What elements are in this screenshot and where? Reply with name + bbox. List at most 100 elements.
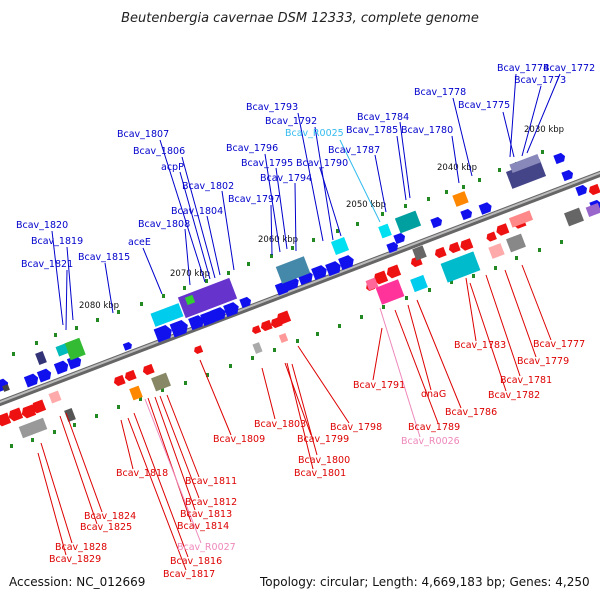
gene-label[interactable]: Bcav_1802 [182, 181, 234, 192]
label-leader-line [339, 139, 381, 223]
forward-gene-arrow [338, 255, 354, 271]
label-leader-line [51, 230, 64, 326]
label-leader-line [286, 362, 314, 470]
gene-label[interactable]: Bcav_1815 [78, 252, 130, 263]
gene-feature-block [452, 191, 469, 207]
gene-label[interactable]: Bcav_1780 [401, 125, 453, 136]
gene-label[interactable]: Bcav_1811 [185, 476, 237, 487]
gene-feature-block [330, 236, 350, 256]
gene-feature-block [252, 342, 263, 354]
gene-label[interactable]: Bcav_1828 [55, 542, 107, 553]
label-leader-line [65, 269, 68, 331]
gene-label[interactable]: Bcav_1816 [170, 556, 222, 567]
label-leader-line [181, 156, 216, 279]
gene-label[interactable]: Bcav_1773 [514, 75, 566, 86]
gene-label[interactable]: Bcav_1800 [298, 455, 350, 466]
gene-label[interactable]: Bcav_1821 [21, 259, 73, 270]
gene-label[interactable]: Bcav_1819 [31, 236, 83, 247]
gene-label[interactable]: Bcav_1772 [543, 63, 595, 74]
gene-label[interactable]: Bcav_1791 [353, 380, 405, 391]
gene-label[interactable]: Bcav_1801 [294, 468, 346, 479]
gene-label[interactable]: Bcav_1814 [177, 521, 229, 532]
gene-label[interactable]: Bcav_1781 [500, 375, 552, 386]
gene-label[interactable]: Bcav_1803 [254, 419, 306, 430]
label-leader-line [104, 262, 114, 314]
gene-label[interactable]: Bcav_1779 [517, 356, 569, 367]
gene-label[interactable]: Bcav_1789 [408, 422, 460, 433]
gene-label[interactable]: Bcav_1794 [260, 173, 312, 184]
marker-tick [291, 246, 294, 250]
gene-label[interactable]: Bcav_1818 [116, 468, 168, 479]
gene-label[interactable]: Bcav_1777 [533, 339, 585, 350]
forward-gene-arrow [561, 169, 574, 182]
reverse-gene-arrow [373, 270, 389, 285]
marker-tick [161, 388, 164, 392]
label-leader-line [372, 327, 383, 381]
gene-label[interactable]: acpP [161, 162, 184, 173]
reverse-gene-arrow [252, 325, 262, 335]
marker-tick [140, 302, 143, 306]
feature-layer [0, 150, 600, 448]
gene-label[interactable]: Bcav_1783 [454, 340, 506, 351]
gene-label[interactable]: Bcav_1774 [497, 63, 549, 74]
marker-tick [95, 414, 98, 418]
gene-label[interactable]: Bcav_1825 [80, 522, 132, 533]
gene-label[interactable]: Bcav_1799 [297, 434, 349, 445]
gene-label[interactable]: Bcav_1785 [346, 125, 398, 136]
gene-label[interactable]: Bcav_R0025 [285, 128, 344, 139]
marker-tick [35, 341, 38, 345]
gene-label[interactable]: Bcav_1778 [414, 87, 466, 98]
label-leader-line [264, 153, 281, 253]
gene-label[interactable]: Bcav_1784 [357, 112, 409, 123]
gene-label[interactable]: Bcav_1820 [16, 220, 68, 231]
gene-label[interactable]: Bcav_1817 [163, 569, 215, 580]
marker-tick [498, 168, 501, 172]
gene-label[interactable]: Bcav_1782 [488, 390, 540, 401]
gene-label[interactable]: Bcav_1804 [171, 206, 223, 217]
label-leader-line [407, 304, 432, 391]
gene-label[interactable]: aceE [128, 237, 151, 248]
gene-label[interactable]: Bcav_1786 [445, 407, 497, 418]
gene-label[interactable]: Bcav_1807 [117, 129, 169, 140]
gene-label[interactable]: Bcav_1793 [246, 102, 298, 113]
gene-label[interactable]: Bcav_1787 [328, 145, 380, 156]
gene-label[interactable]: Bcav_1798 [330, 422, 382, 433]
marker-tick [316, 332, 319, 336]
gene-label[interactable]: Bcav_R0027 [177, 542, 236, 553]
gene-label[interactable]: Bcav_1806 [133, 146, 185, 157]
label-leader-line [396, 135, 407, 201]
forward-gene-arrow [36, 368, 52, 383]
marker-tick [312, 238, 315, 242]
gene-label[interactable]: Bcav_1795 [241, 158, 293, 169]
gene-label[interactable]: Bcav_1824 [84, 511, 136, 522]
gene-feature-block [151, 372, 171, 392]
reverse-gene-arrow [386, 264, 402, 279]
label-leader-line [502, 111, 515, 158]
gene-label[interactable]: Bcav_1829 [49, 554, 101, 565]
gene-label[interactable]: dnaG [421, 389, 446, 400]
gene-label[interactable]: Bcav_1796 [226, 143, 278, 154]
gene-feature-block [506, 233, 526, 253]
gene-label[interactable]: Bcav_1812 [185, 497, 237, 508]
marker-tick [360, 315, 363, 319]
gene-label[interactable]: Bcav_1809 [213, 434, 265, 445]
label-leader-line [179, 171, 211, 280]
gene-label[interactable]: Bcav_R0026 [401, 436, 460, 447]
gene-label[interactable]: Bcav_1790 [296, 158, 348, 169]
forward-gene-arrow [169, 319, 188, 338]
marker-tick [478, 178, 481, 182]
gene-label[interactable]: Bcav_1775 [458, 100, 510, 111]
gene-feature-block [18, 417, 48, 439]
gene-label[interactable]: Bcav_1813 [180, 509, 232, 520]
label-leader-line [451, 135, 460, 184]
gene-feature-block [412, 245, 427, 261]
gene-label[interactable]: Bcav_1797 [228, 194, 280, 205]
gene-label[interactable]: Bcav_1808 [138, 219, 190, 230]
marker-tick [450, 280, 453, 284]
marker-tick [356, 222, 359, 226]
forward-gene-arrow [153, 324, 172, 343]
forward-gene-arrow [575, 184, 588, 197]
gene-label[interactable]: Bcav_1792 [265, 116, 317, 127]
marker-tick [162, 294, 165, 298]
